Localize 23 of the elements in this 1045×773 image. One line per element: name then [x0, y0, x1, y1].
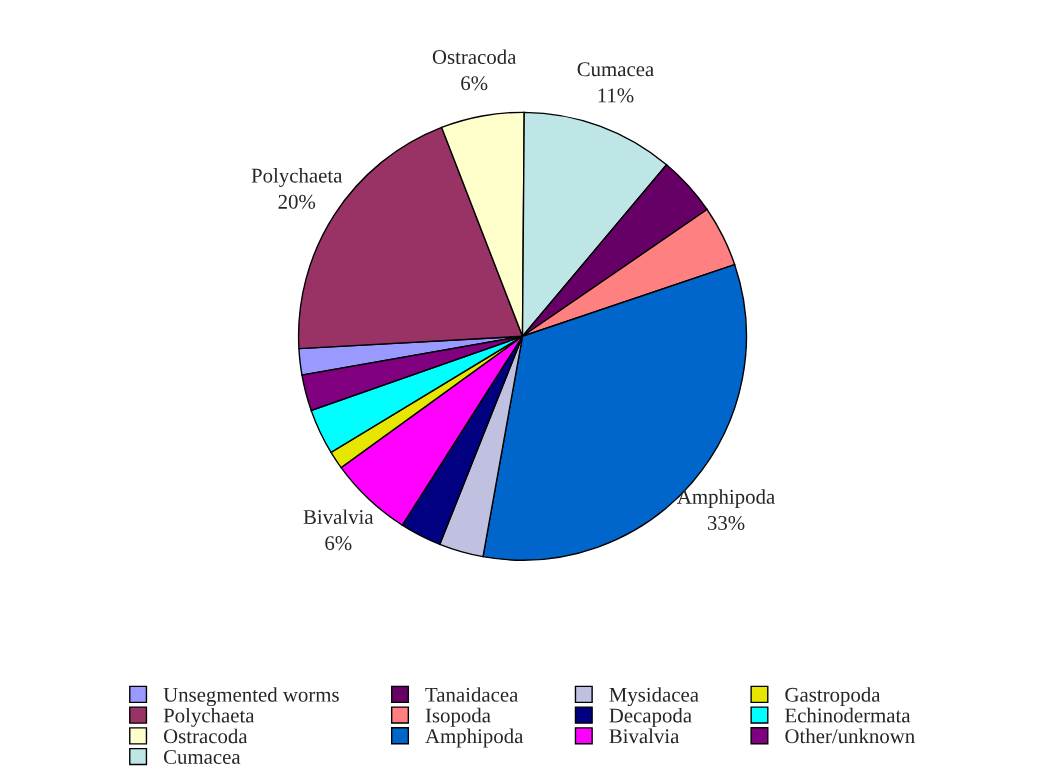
legend-label: Isopoda	[425, 707, 491, 727]
slice-label: Bivalvia	[303, 509, 374, 525]
data-label: 33%	[707, 515, 745, 531]
data-label: 6%	[325, 536, 352, 551]
legend-label: Amphipoda	[425, 728, 524, 748]
data-label: 11%	[598, 88, 634, 103]
legend-label: Mysidacea	[609, 687, 699, 707]
legend-label: Polychaeta	[163, 707, 255, 727]
slice-label: Cumacea	[577, 62, 654, 77]
legend-label: Tanaidacea	[425, 687, 519, 702]
legend-label: Bivalvia	[609, 728, 680, 744]
legend-label: Unsegmented worms	[163, 687, 339, 707]
legend-label: Decapoda	[609, 707, 692, 727]
slice-label: Polychaeta	[251, 168, 343, 187]
data-label: 6%	[461, 76, 488, 91]
legend-label: Cumacea	[163, 750, 241, 764]
legend-label: Gastropoda	[785, 687, 881, 707]
data-label: 20%	[278, 194, 316, 209]
slice-label: Ostracoda	[432, 49, 517, 65]
legend-label: Echinodermata	[785, 707, 911, 723]
slice-label: Amphipoda	[677, 489, 775, 509]
legend-label: Ostracoda	[163, 728, 248, 744]
legend-label: Other/unknown	[785, 728, 915, 744]
